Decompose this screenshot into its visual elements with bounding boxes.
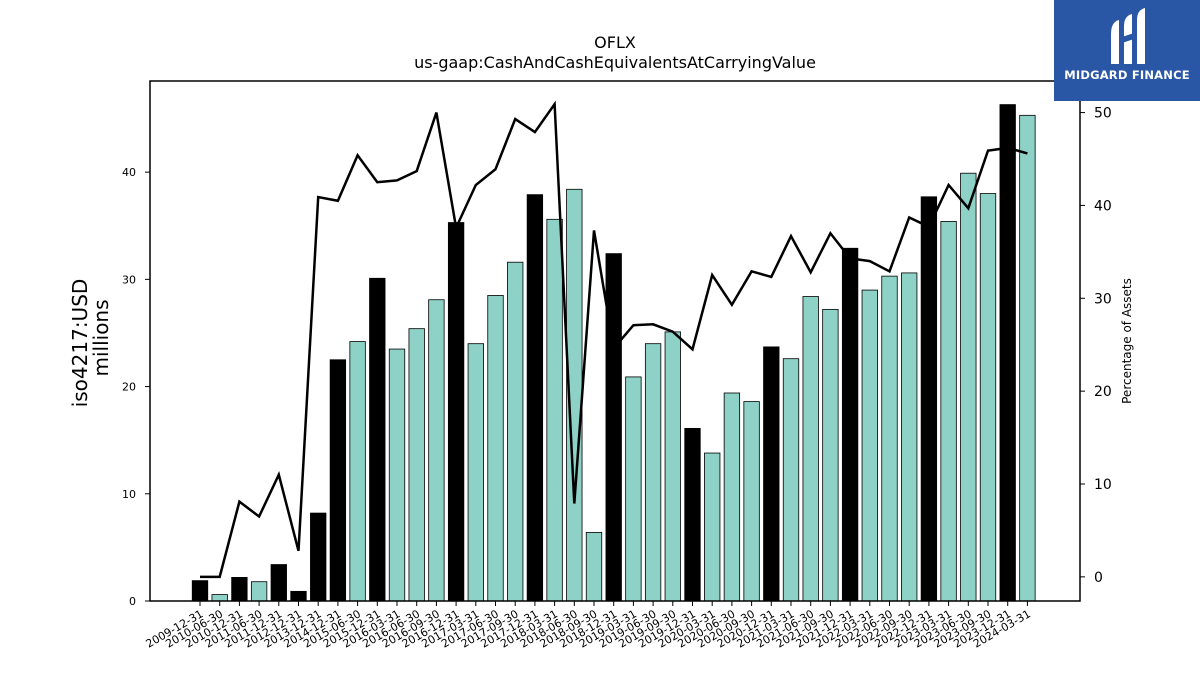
y-right-tick-label: 0 <box>1094 570 1103 586</box>
bar-2014-12-31 <box>329 359 347 602</box>
bar-2023-03-31 <box>940 221 957 602</box>
bar-2021-03-31 <box>782 358 800 602</box>
bar-2024-03-31 <box>1019 114 1036 602</box>
y-axis-left-label-unit: millions <box>89 299 113 376</box>
bar-2016-03-31 <box>388 348 406 602</box>
y-axis-right-label: Percentage of Assets <box>1120 278 1134 404</box>
bar-2020-06-30 <box>723 392 741 602</box>
bar-2016-09-30 <box>428 299 445 602</box>
bar-2010-06-30 <box>211 594 228 602</box>
y-axis-right: 0 10 20 30 40 50 <box>1080 106 1112 586</box>
bar-2023-09-30 <box>979 193 997 602</box>
y-left-tick-label: 30 <box>122 273 136 286</box>
y-axis-left: 0 10 20 30 40 <box>122 166 150 608</box>
bar-2012-12-31 <box>290 590 307 602</box>
bar-2023-12-31 <box>999 104 1016 602</box>
y-right-tick-label: 30 <box>1094 291 1112 307</box>
bar-2015-06-30 <box>349 341 366 602</box>
plot-frame <box>149 80 1081 602</box>
y-left-tick-label: 40 <box>122 166 136 179</box>
bar-2016-06-30 <box>408 328 425 602</box>
bar-2019-09-30 <box>664 331 681 602</box>
bar-2021-09-30 <box>822 308 839 602</box>
bar-2017-03-31 <box>467 343 484 602</box>
bar-2011-06-30 <box>250 581 268 602</box>
bar-2013-12-31 <box>310 512 327 602</box>
midgard-finance-logo: MIDGARD FINANCE <box>1054 0 1200 101</box>
bar-2020-09-30 <box>743 401 760 602</box>
bar-2018-09-30 <box>585 531 603 602</box>
bar-2017-06-30 <box>487 295 504 602</box>
pct-of-assets-line <box>200 100 1028 579</box>
logo-text: MIDGARD FINANCE <box>1064 68 1190 82</box>
bars-group <box>191 104 1036 602</box>
y-axis-left-label: iso4217:USD <box>68 279 92 408</box>
bar-2020-03-31 <box>704 452 721 602</box>
bar-2019-06-30 <box>644 343 662 602</box>
bar-2016-12-31 <box>447 222 465 602</box>
bar-2015-12-31 <box>369 277 386 602</box>
bar-2018-12-31 <box>605 253 622 602</box>
y-right-tick-label: 10 <box>1094 477 1112 493</box>
bar-2019-12-31 <box>684 427 701 602</box>
bar-2011-12-31 <box>270 564 287 602</box>
bar-2017-09-30 <box>507 261 524 602</box>
bar-2019-03-31 <box>625 376 642 602</box>
bar-2018-03-31 <box>546 218 563 602</box>
line-group <box>200 100 1028 579</box>
bar-2010-12-31 <box>231 577 248 602</box>
y-right-tick-label: 20 <box>1094 384 1112 400</box>
y-right-tick-label: 50 <box>1094 106 1112 122</box>
bar-2023-06-30 <box>960 172 977 602</box>
logo-mark-icon <box>1111 8 1145 64</box>
bar-2022-12-31 <box>920 196 938 602</box>
bar-2022-09-30 <box>901 272 918 602</box>
y-left-tick-label: 20 <box>122 381 136 394</box>
x-axis: 2009-12-312010-06-302010-12-312011-06-30… <box>144 601 1033 651</box>
y-left-tick-label: 0 <box>129 595 136 608</box>
y-left-tick-label: 10 <box>122 488 136 501</box>
bar-2017-12-31 <box>526 194 544 602</box>
bar-2022-06-30 <box>881 275 898 602</box>
bar-2020-12-31 <box>763 346 780 602</box>
chart-subtitle: us-gaap:CashAndCashEquivalentsAtCarrying… <box>414 53 816 72</box>
bar-2021-06-30 <box>802 296 819 602</box>
y-right-tick-label: 40 <box>1094 198 1112 214</box>
bar-2022-03-31 <box>861 289 878 602</box>
bar-2009-12-31 <box>191 580 209 602</box>
bar-2021-12-31 <box>841 247 859 602</box>
chart-title: OFLX <box>594 33 636 52</box>
